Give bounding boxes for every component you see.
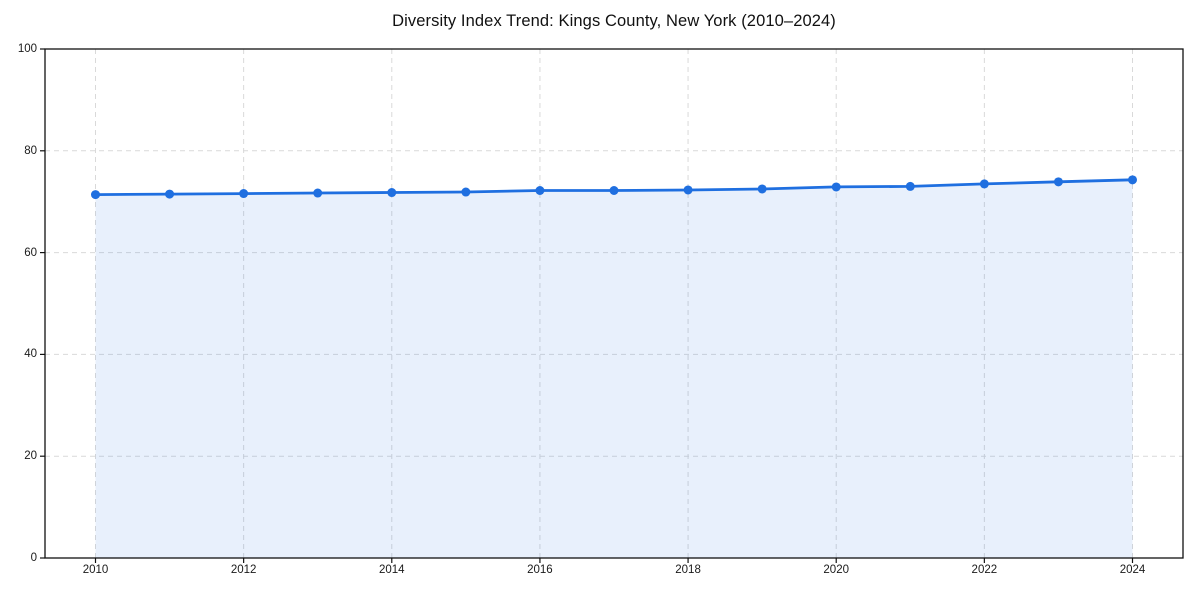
data-point-marker [1128,175,1137,185]
y-tick-label: 100 [17,43,37,55]
data-point-marker [535,186,545,196]
data-point-marker [683,185,693,195]
x-tick-label: 2012 [230,564,257,576]
y-tick-label: 20 [24,450,37,463]
area-fill [95,179,1133,559]
data-point-marker [831,182,841,192]
y-tick-label: 80 [24,144,37,157]
data-point-marker [979,179,989,189]
data-point-marker [91,190,100,200]
data-point-marker [313,188,323,198]
x-tick-label: 2022 [971,564,998,576]
x-tick-label: 2014 [378,564,405,576]
x-tick-label: 2016 [527,564,553,576]
data-point-marker [165,189,175,199]
y-tick-label: 0 [30,552,37,564]
data-point-marker [461,187,471,197]
y-tick-label: 40 [24,348,37,361]
data-point-marker [757,184,767,194]
x-tick-label: 2018 [675,564,701,576]
data-point-marker [387,188,397,198]
data-point-marker [905,181,915,191]
x-tick-label: 2024 [1119,564,1146,576]
plot-frame [44,48,1184,559]
data-point-marker [609,186,619,196]
data-point-marker [1053,177,1063,187]
x-tick-label: 2010 [82,564,109,576]
chart-title: Diversity Index Trend: Kings County, New… [392,12,836,30]
x-tick-label: 2020 [823,564,849,576]
data-point-marker [239,189,249,199]
y-tick-label: 60 [24,246,37,259]
